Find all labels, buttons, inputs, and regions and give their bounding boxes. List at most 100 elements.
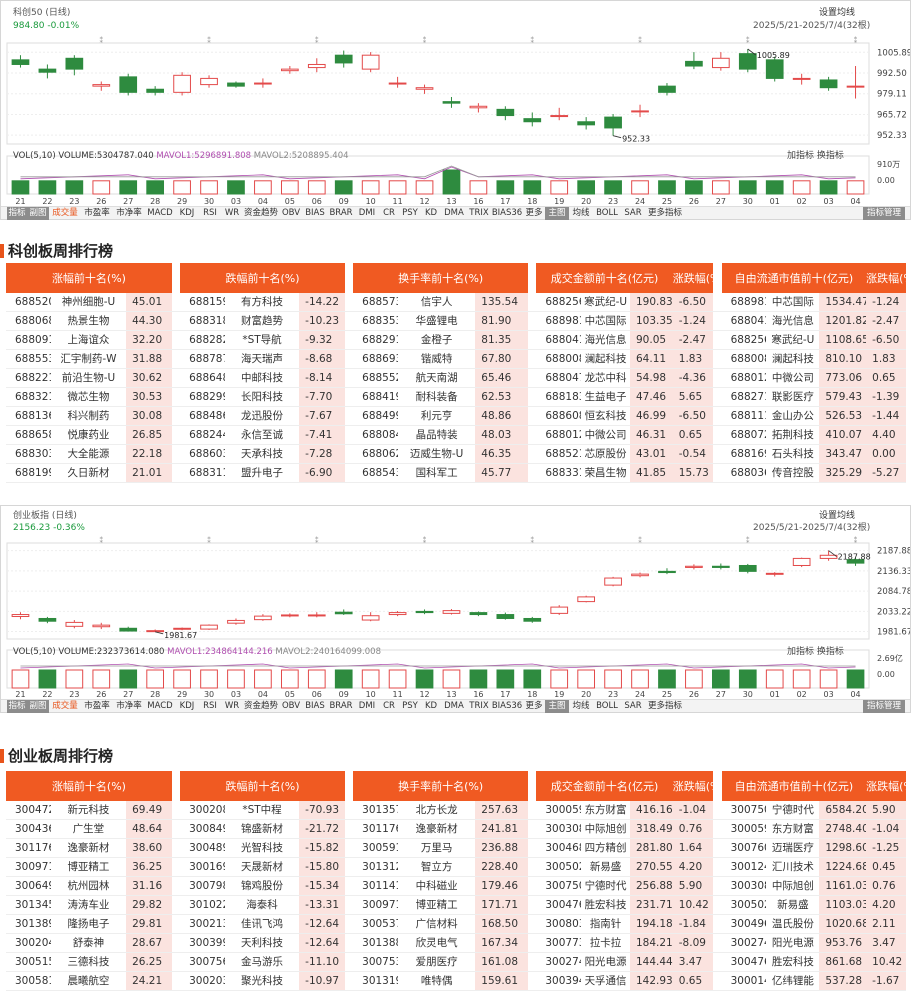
indicator-tab[interactable]: 指标 — [7, 700, 27, 713]
indicator-tab[interactable]: WR — [224, 208, 240, 218]
indicator-tab[interactable]: BRAR — [329, 701, 353, 711]
indicator-tab[interactable]: 市净率 — [116, 701, 142, 711]
mavol2-line — [20, 165, 856, 178]
column-gap — [528, 801, 537, 820]
stock-code: 300753 — [353, 952, 398, 972]
indicator-tab[interactable]: 指标管理 — [863, 700, 905, 713]
ma-settings-button[interactable]: 设置均线 — [819, 8, 856, 18]
ma-settings-button[interactable]: 设置均线 — [819, 511, 856, 521]
table-row[interactable]: 300204舒泰神28.67 300399天利科技-12.64 301388欣灵电气… — [6, 933, 906, 953]
indicator-tab[interactable]: 更多指标 — [647, 208, 682, 218]
indicator-tab[interactable]: BIAS36 — [491, 208, 523, 218]
indicator-tab[interactable]: SAR — [624, 701, 642, 711]
indicator-tab[interactable]: BOLL — [596, 701, 618, 711]
indicator-tab[interactable]: 更多 — [525, 701, 543, 711]
indicator-tab[interactable]: PSY — [402, 701, 418, 711]
indicator-tab[interactable]: DMI — [358, 701, 376, 711]
table-row[interactable]: 688091上海谊众32.20 688282*ST导航-9.32 688291金橙子… — [6, 330, 906, 350]
low-annotation: 1981.67 — [164, 631, 197, 640]
table-row[interactable]: 688068热景生物44.30 688318财富趋势-10.23 688353华盛锂… — [6, 311, 906, 331]
table-row[interactable]: 301176逸豪新材38.60 300489光智科技-15.82 300591万里马… — [6, 838, 906, 858]
indicator-tools[interactable]: 加指标 换指标 — [787, 647, 844, 657]
indicator-tab[interactable]: 均线 — [572, 208, 590, 218]
stock-code: 300581 — [6, 971, 51, 991]
indicator-tab[interactable]: KD — [424, 208, 438, 218]
volume-bar — [119, 180, 138, 195]
x-tick-label: 27 — [716, 690, 726, 699]
indicator-tab[interactable]: RSI — [203, 208, 217, 218]
indicator-tab[interactable]: OBV — [281, 701, 301, 711]
indicator-tab[interactable]: 副图 — [27, 700, 49, 713]
indicator-tab[interactable]: WR — [224, 701, 240, 711]
table-row[interactable]: 688221前沿生物-U30.62 688648中邮科技-8.14 688552航天… — [6, 368, 906, 388]
indicator-tab[interactable]: SAR — [624, 208, 642, 218]
x-tick-label: 23 — [608, 690, 618, 699]
table-row[interactable]: 301345涛涛车业29.82 301022海泰科-13.31 300971博亚精工… — [6, 895, 906, 915]
table-header-row: 涨幅前十名(%) 跌幅前十名(%) 换手率前十名(%) 成交金额前十名(亿元) 涨跌幅(… — [6, 263, 906, 293]
indicator-tab[interactable]: BRAR — [329, 208, 353, 218]
indicator-tab[interactable]: 市净率 — [116, 208, 142, 218]
indicator-tab[interactable]: BIAS36 — [491, 701, 523, 711]
table-row[interactable]: 300649杭州园林31.16 300798锦鸡股份-15.34 301141中科磁… — [6, 876, 906, 896]
table-row[interactable]: 300472新元科技69.49 300208*ST中程-70.93 301357北方… — [6, 801, 906, 820]
table-row[interactable]: 688520神州细胞-U45.01 688159有方科技-14.22 688573信… — [6, 293, 906, 312]
indicator-tab[interactable]: DMI — [358, 208, 376, 218]
indicator-tab[interactable]: KDJ — [179, 701, 195, 711]
stock-code: 300971 — [6, 857, 51, 877]
table-row[interactable]: 300515三德科技26.25 300756金马游乐-11.10 300753爱朋医… — [6, 952, 906, 972]
table-row[interactable]: 688553汇宇制药-W31.88 688787海天瑞声-8.68 688693锴威… — [6, 349, 906, 369]
indicator-tab[interactable]: 市盈率 — [84, 701, 110, 711]
indicator-tools[interactable]: 加指标 换指标 — [787, 151, 844, 161]
indicator-tab[interactable]: 更多 — [525, 208, 543, 218]
table-row[interactable]: 688199久日新材21.01 688311盟升电子-6.90 688543国科军工… — [6, 463, 906, 483]
indicator-tab[interactable]: 主图 — [545, 700, 569, 713]
indicator-tab[interactable]: MACD — [147, 701, 173, 711]
indicator-tab[interactable]: 资金趋势 — [243, 701, 278, 711]
indicator-tab[interactable]: BOLL — [596, 208, 618, 218]
indicator-tab[interactable]: 指标管理 — [863, 207, 905, 220]
volume-bar — [280, 669, 299, 689]
indicator-tab[interactable]: TRIX — [469, 701, 489, 711]
table-row[interactable]: 301389隆扬电子29.81 300213佳讯飞鸿-12.64 300537广信材… — [6, 914, 906, 934]
indicator-tab[interactable]: 指标 — [7, 207, 27, 220]
indicator-tab[interactable]: KD — [424, 701, 438, 711]
indicator-tab[interactable]: TRIX — [469, 208, 489, 218]
table-row[interactable]: 688136科兴制药30.08688486龙迅股份-7.67688499利元亨4… — [6, 406, 906, 426]
x-tick-label: 25 — [662, 197, 672, 206]
indicator-tab[interactable]: 主图 — [545, 207, 569, 220]
indicator-tab[interactable]: MACD — [147, 208, 173, 218]
indicator-tab[interactable]: PSY — [402, 208, 418, 218]
high-annotation-line — [828, 550, 837, 557]
column-header: 涨幅前十名(%) — [6, 263, 172, 293]
indicator-tab[interactable]: RSI — [203, 701, 217, 711]
table-row[interactable]: 300971博亚精工36.25 300169天晟新材-15.80 301312智立方… — [6, 857, 906, 877]
indicator-tab[interactable]: DMA — [444, 701, 464, 711]
indicator-tab[interactable]: 副图 — [27, 207, 49, 220]
indicator-tab[interactable]: KDJ — [179, 208, 195, 218]
indicator-tab[interactable]: 成交量 — [52, 701, 78, 711]
indicator-tab[interactable]: OBV — [281, 208, 301, 218]
column-header: 涨幅前十名(%) — [6, 771, 172, 801]
stock-name: 汇川技术 — [766, 857, 820, 877]
column-gap — [528, 952, 537, 972]
volume-bar — [11, 180, 30, 195]
indicator-tab[interactable]: 成交量 — [52, 208, 78, 218]
table-row[interactable]: 688321微芯生物30.53 688299长阳科技-7.70 688419耐科装备… — [6, 387, 906, 407]
indicator-tab[interactable]: BIAS — [305, 208, 325, 218]
table-row[interactable]: 300581晨曦航空24.21 300203聚光科技-10.97 301319唯特偶… — [6, 971, 906, 991]
indicator-tab[interactable]: CR — [383, 701, 395, 711]
stock-code: 688981 — [721, 293, 767, 312]
indicator-tab[interactable]: BIAS — [305, 701, 325, 711]
candle-body — [254, 615, 272, 621]
table-row[interactable]: 688658悦康药业26.85 688244永信至诚-7.41 688084晶品特装… — [6, 425, 906, 445]
indicator-tab[interactable]: 更多指标 — [647, 701, 682, 711]
x-tick-label: 23 — [69, 690, 79, 699]
volume-bar — [577, 669, 596, 689]
indicator-tab[interactable]: 均线 — [572, 701, 590, 711]
indicator-tab[interactable]: 市盈率 — [84, 208, 110, 218]
table-row[interactable]: 300436广生堂48.64 300849锦盛新材-21.72 301176逸豪新材… — [6, 819, 906, 839]
table-row[interactable]: 688303大全能源22.18 688603天承科技-7.28 688062迈威生物… — [6, 444, 906, 464]
indicator-tab[interactable]: DMA — [444, 208, 464, 218]
indicator-tab[interactable]: CR — [383, 208, 395, 218]
indicator-tab[interactable]: 资金趋势 — [243, 208, 278, 218]
